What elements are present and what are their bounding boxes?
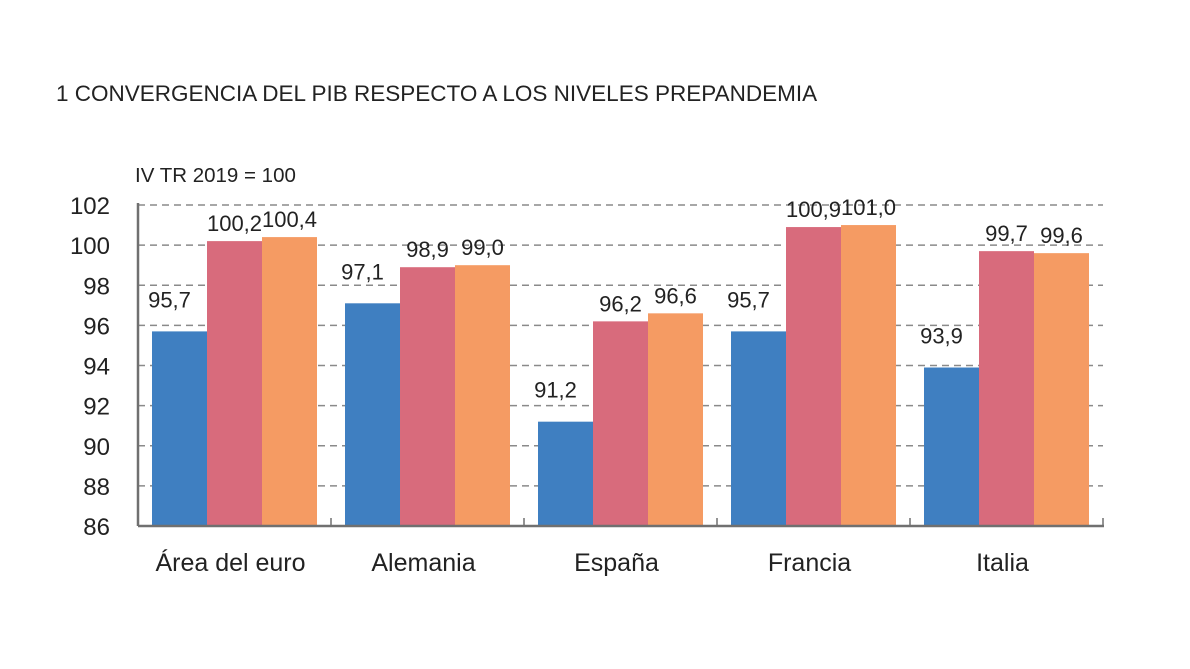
bar bbox=[924, 367, 979, 526]
data-label: 97,1 bbox=[341, 259, 384, 284]
bar bbox=[979, 251, 1034, 527]
bar bbox=[207, 241, 262, 527]
data-label: 96,6 bbox=[654, 283, 697, 308]
chart-title: 1 CONVERGENCIA DEL PIB RESPECTO A LOS NI… bbox=[56, 81, 817, 106]
bar bbox=[731, 331, 786, 526]
bar bbox=[262, 237, 317, 526]
y-tick-label: 94 bbox=[83, 354, 110, 381]
data-label: 100,9 bbox=[786, 197, 841, 222]
y-tick-label: 92 bbox=[83, 394, 110, 421]
x-tick-label: Francia bbox=[768, 549, 851, 577]
bar bbox=[538, 421, 593, 526]
y-tick-label: 96 bbox=[83, 313, 110, 340]
bar bbox=[345, 303, 400, 526]
x-tick-label: Área del euro bbox=[155, 548, 305, 577]
bar bbox=[152, 331, 207, 526]
y-axis-label: IV TR 2019 = 100 bbox=[135, 164, 296, 187]
y-tick-label: 90 bbox=[83, 434, 110, 461]
data-label: 100,2 bbox=[207, 211, 262, 236]
y-tick-label: 88 bbox=[83, 474, 110, 501]
data-label: 91,2 bbox=[534, 378, 577, 403]
bar bbox=[841, 225, 896, 526]
y-tick-label: 98 bbox=[83, 273, 110, 300]
data-label: 99,6 bbox=[1040, 223, 1083, 248]
bar bbox=[400, 267, 455, 526]
x-tick-label: Italia bbox=[976, 549, 1029, 577]
data-label: 96,2 bbox=[599, 291, 642, 316]
data-label: 95,7 bbox=[148, 287, 191, 312]
data-label: 99,0 bbox=[461, 235, 504, 260]
x-tick-label: España bbox=[574, 549, 659, 577]
bar bbox=[786, 227, 841, 526]
data-label: 101,0 bbox=[841, 195, 896, 220]
y-tick-label: 100 bbox=[70, 233, 110, 260]
bar bbox=[648, 313, 703, 526]
bar bbox=[593, 321, 648, 526]
data-label: 95,7 bbox=[727, 287, 770, 312]
data-label: 100,4 bbox=[262, 207, 317, 232]
x-tick-label: Alemania bbox=[371, 549, 475, 577]
data-label: 98,9 bbox=[406, 237, 449, 262]
data-label: 99,7 bbox=[985, 221, 1028, 246]
bar bbox=[1034, 253, 1089, 526]
y-tick-label: 102 bbox=[70, 193, 110, 220]
bar bbox=[455, 265, 510, 526]
y-tick-label: 86 bbox=[83, 514, 110, 541]
data-label: 93,9 bbox=[920, 324, 963, 349]
